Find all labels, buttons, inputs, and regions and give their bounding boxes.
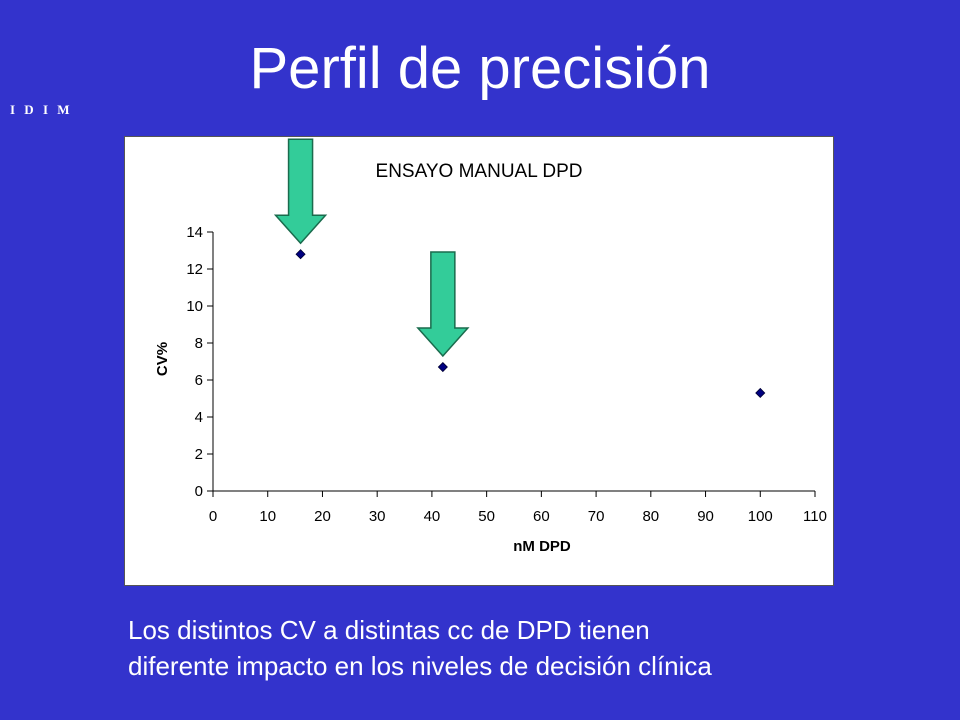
x-tick-label: 50	[478, 508, 495, 525]
caption: Los distintos CV a distintas cc de DPD t…	[128, 612, 928, 684]
slide-title: Perfil de precisión	[249, 36, 711, 101]
caption-line-1: Los distintos CV a distintas cc de DPD t…	[128, 615, 650, 645]
x-tick-label: 60	[533, 508, 550, 525]
data-point	[437, 361, 448, 373]
y-tick-label: 4	[195, 409, 203, 426]
data-point	[755, 387, 766, 399]
x-tick-label: 40	[424, 508, 441, 525]
data-points	[295, 249, 766, 399]
x-tick-label: 30	[369, 508, 386, 525]
y-tick-label: 12	[186, 261, 203, 278]
x-axis-label: nM DPD	[513, 538, 571, 555]
chart-title: ENSAYO MANUAL DPD	[376, 161, 583, 182]
y-tick-label: 0	[195, 483, 203, 500]
x-tick-label: 0	[209, 508, 217, 525]
x-tick-label: 110	[803, 508, 827, 525]
annotation-arrows	[273, 138, 470, 358]
x-tick-label: 100	[748, 508, 773, 525]
x-tick-label: 20	[314, 508, 331, 525]
scatter-chart: ENSAYO MANUAL DPD CV% nM DPD 0 2 4 6 8 10 12 14…	[154, 138, 827, 555]
y-tick-label: 8	[195, 335, 203, 352]
caption-line-2: diferente impacto en los niveles de deci…	[128, 651, 712, 681]
x-tick-label: 80	[642, 508, 659, 525]
axes: 0 2 4 6 8 10 12 14 0 10 20 30 40 50 60 70 80 90 100 110	[186, 224, 827, 525]
y-tick-label: 10	[186, 298, 203, 315]
x-tick-label: 10	[259, 508, 276, 525]
x-tick-label: 90	[697, 508, 714, 525]
down-arrow-annotation	[416, 251, 470, 358]
y-tick-label: 6	[195, 372, 203, 389]
y-axis-label: CV%	[154, 342, 171, 376]
down-arrow-annotation	[273, 138, 328, 245]
y-tick-label: 2	[195, 446, 203, 463]
chart-panel: ENSAYO MANUAL DPD CV% nM DPD 0 2 4 6 8 10 12 14…	[124, 136, 834, 586]
data-point	[295, 249, 306, 260]
y-tick-label: 14	[186, 224, 203, 241]
x-tick-label: 70	[588, 508, 605, 525]
idim-logo: I D I M	[10, 102, 73, 117]
